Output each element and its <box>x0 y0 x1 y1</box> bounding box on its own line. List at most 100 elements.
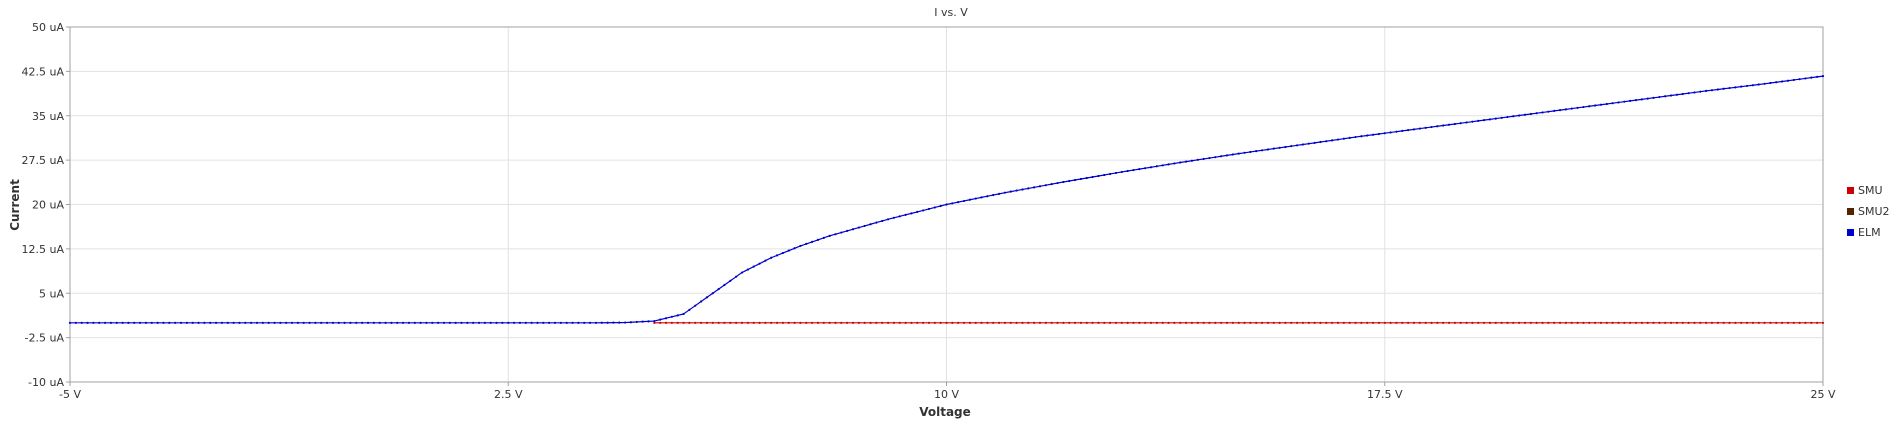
data-point-smu <box>1225 321 1229 324</box>
data-point-smu <box>1050 321 1053 324</box>
data-point-elm <box>1605 102 1608 106</box>
data-point-elm <box>238 321 241 324</box>
data-point-elm <box>1482 119 1486 122</box>
data-point-smu <box>828 321 831 324</box>
data-point-smu <box>1652 321 1655 324</box>
data-point-smu <box>1482 321 1486 324</box>
data-point-smu <box>857 321 860 324</box>
data-point-smu <box>1500 321 1503 324</box>
data-point-elm <box>472 321 475 324</box>
data-point-smu <box>892 321 896 324</box>
data-point-elm <box>1383 132 1386 135</box>
data-point-elm <box>1296 144 1299 147</box>
data-point-elm <box>553 321 557 324</box>
data-point-elm <box>68 321 72 324</box>
data-point-smu <box>1453 321 1456 324</box>
data-point-smu <box>1576 321 1579 324</box>
data-point-elm <box>214 321 218 324</box>
data-point-elm <box>869 223 872 226</box>
data-point-elm <box>1518 114 1521 117</box>
data-point-elm <box>209 321 212 324</box>
data-point-elm <box>437 321 440 324</box>
data-point-elm <box>1407 129 1410 132</box>
data-point-elm <box>1278 146 1281 149</box>
data-point-elm <box>267 321 270 324</box>
legend-item-elm[interactable]: ELM <box>1847 226 1881 239</box>
y-tick-label: -2.5 uA <box>25 332 65 345</box>
data-point-elm <box>711 292 714 295</box>
data-point-elm <box>530 321 533 324</box>
data-point-smu <box>758 321 761 324</box>
data-point-elm <box>220 321 224 324</box>
data-point-smu <box>805 321 808 324</box>
data-point-smu <box>717 321 720 324</box>
data-point-elm <box>320 321 323 324</box>
data-point-smu <box>1208 321 1211 324</box>
data-point-elm <box>425 321 428 324</box>
data-point-smu <box>834 321 837 324</box>
data-point-elm <box>1769 81 1772 85</box>
data-point-elm <box>1389 131 1392 134</box>
data-point-elm <box>670 315 673 318</box>
data-point-elm <box>1576 106 1579 109</box>
data-point-elm <box>1436 125 1439 128</box>
data-point-elm <box>1634 99 1638 102</box>
data-point-elm <box>787 249 790 252</box>
data-point-elm <box>1126 169 1129 173</box>
data-point-smu <box>910 321 913 324</box>
data-point-elm <box>980 196 983 199</box>
data-point-elm <box>770 256 773 259</box>
data-point-smu <box>974 321 977 324</box>
data-point-elm <box>1617 101 1620 104</box>
legend-item-smu[interactable]: SMU <box>1847 184 1883 197</box>
data-point-smu <box>1582 321 1585 324</box>
data-point-elm <box>1564 108 1567 111</box>
data-point-elm <box>1442 124 1445 127</box>
data-point-elm <box>612 321 615 324</box>
data-point-elm <box>1319 140 1322 144</box>
data-point-smu <box>1214 321 1217 324</box>
data-point-smu <box>846 321 849 324</box>
data-point-smu <box>1021 321 1024 324</box>
data-point-elm <box>588 321 592 324</box>
data-point-elm <box>1506 115 1509 119</box>
data-point-smu <box>1126 321 1129 324</box>
data-point-elm <box>507 321 510 324</box>
data-point-smu <box>1237 321 1240 324</box>
data-point-smu <box>898 321 901 324</box>
legend: SMU SMU2 ELM <box>1847 184 1890 239</box>
data-point-elm <box>1062 180 1065 184</box>
data-point-elm <box>927 207 931 211</box>
legend-item-smu2[interactable]: SMU2 <box>1847 205 1890 218</box>
data-point-elm <box>1535 112 1538 115</box>
data-point-elm <box>1640 98 1643 101</box>
data-point-smu <box>1418 321 1421 324</box>
data-point-elm <box>1728 86 1731 90</box>
data-point-elm <box>729 279 732 282</box>
data-point-elm <box>460 321 463 324</box>
data-point-elm <box>168 321 171 324</box>
data-point-elm <box>1646 97 1649 100</box>
axis-ticks: -10 uA -2.5 uA 5 uA 12.5 uA 20 uA 27.5 uA 35 u… <box>22 21 1836 401</box>
data-point-smu <box>1675 321 1679 324</box>
data-point-smu <box>1366 321 1369 324</box>
data-point-smu <box>881 321 884 324</box>
data-point-smu <box>1220 321 1223 324</box>
data-point-smu <box>1009 321 1012 324</box>
data-point-smu <box>1529 321 1532 324</box>
data-point-smu <box>1617 321 1620 324</box>
data-point-elm <box>1050 183 1053 186</box>
data-point-elm <box>489 321 492 324</box>
data-point-smu <box>1722 321 1725 324</box>
data-point-elm <box>343 321 346 324</box>
data-point-elm <box>1418 127 1421 130</box>
data-point-elm <box>121 321 124 324</box>
data-point-elm <box>962 199 966 203</box>
data-point-elm <box>881 219 884 223</box>
data-point-elm <box>1722 87 1725 90</box>
data-point-elm <box>1173 162 1176 165</box>
data-point-smu <box>1377 321 1381 324</box>
data-point-elm <box>1786 79 1790 82</box>
data-point-elm <box>1033 186 1036 189</box>
